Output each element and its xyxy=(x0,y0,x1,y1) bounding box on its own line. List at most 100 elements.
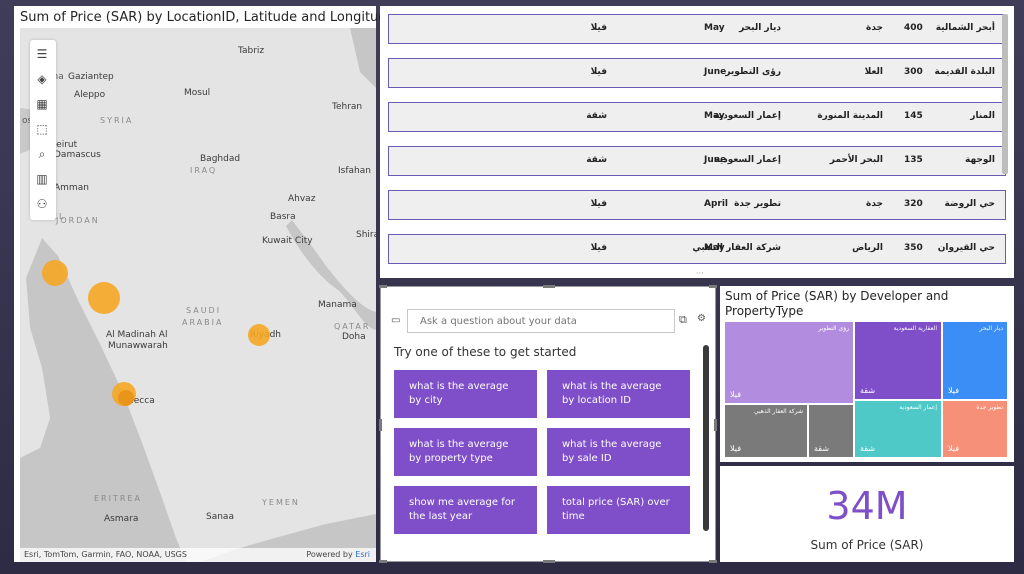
qa-suggestion[interactable]: what is the average by property type xyxy=(394,428,537,476)
resize-handle-bottom[interactable] xyxy=(543,560,555,563)
table-cell-city: البحر الأحمر xyxy=(829,155,883,165)
share-icon[interactable]: ⧉ xyxy=(679,313,687,326)
map-label-iraq: IRAQ xyxy=(190,166,218,175)
qa-suggestion[interactable]: what is the average by city xyxy=(394,370,537,418)
treemap-cell-type: فيلا xyxy=(948,386,960,395)
map-bubble-riyadh[interactable] xyxy=(248,324,270,346)
map-label-amman: Amman xyxy=(54,183,89,193)
qa-visual[interactable]: ▭ ⧉ ⚙ Try one of these to get started wh… xyxy=(379,285,717,563)
card-visual[interactable]: 34M Sum of Price (SAR) xyxy=(720,466,1014,562)
map-label-el: EL xyxy=(52,212,66,221)
table-scrollbar[interactable] xyxy=(1002,14,1008,174)
table-row[interactable]: حي القيروان الرياض شركة العقار الذهبي May في… xyxy=(388,234,1006,264)
resize-handle-top[interactable] xyxy=(543,285,555,288)
layers-icon[interactable]: ◈ xyxy=(37,72,47,86)
treemap-cell[interactable]: تطوير جدة فيلا xyxy=(943,401,1007,457)
treemap-cell-developer: العقارية السعودية xyxy=(893,325,937,332)
select-rect-icon[interactable]: ⬚ xyxy=(36,122,48,136)
resize-handle-corner[interactable] xyxy=(709,285,717,288)
person-icon[interactable]: ⚇ xyxy=(36,197,48,211)
treemap-cell[interactable]: رؤى التطوير فيلا xyxy=(725,322,853,403)
table-cell-type: شقة xyxy=(586,111,607,121)
map-visual[interactable]: Sum of Price (SAR) by LocationID, Latitu… xyxy=(14,6,395,562)
search-icon[interactable]: ⌕ xyxy=(38,146,46,161)
map-bubble-mecca-inner[interactable] xyxy=(118,390,134,406)
map-canvas[interactable]: Tabriz ana Gaziantep Aleppo Mosul Tehran… xyxy=(20,28,376,562)
map-label-munawwarah: Munawwarah xyxy=(108,341,168,351)
qa-suggestion[interactable]: what is the average by sale ID xyxy=(547,428,690,476)
menu-icon[interactable]: ☰ xyxy=(36,47,48,61)
table-row[interactable]: البلدة القديمة العلا رؤى التطوير June فيلا 30… xyxy=(388,58,1006,88)
treemap-cell-type: شقة xyxy=(860,386,876,395)
treemap-visual[interactable]: Sum of Price (SAR) by Developer and Prop… xyxy=(720,286,1014,462)
qa-scrollbar[interactable] xyxy=(703,345,709,531)
table-cell-month: April xyxy=(704,199,729,209)
table-cell-area: المنار xyxy=(970,111,995,121)
treemap-cell[interactable]: شقة xyxy=(809,405,853,457)
chart-icon[interactable]: ▥ xyxy=(36,172,48,186)
map-label-jordan: JORDAN xyxy=(56,216,100,225)
map-toolbar: ☰ ◈ ▦ ⬚ ⌕ ▥ ⚇ xyxy=(30,40,56,220)
resize-handle-icon[interactable]: ··· xyxy=(696,269,704,278)
table-cell-type: فيلا xyxy=(590,67,607,77)
table-visual[interactable]: أبحر الشمالية جدة ديار البحر May فيلا 400 البل… xyxy=(380,6,1014,278)
map-label-al-madinah: Al Madinah Al xyxy=(106,330,168,340)
qa-suggestion[interactable]: total price (SAR) over time xyxy=(547,486,690,534)
table-cell-city: جدة xyxy=(866,23,883,33)
esri-link[interactable]: Esri xyxy=(355,550,370,559)
qa-suggestion[interactable]: what is the average by location ID xyxy=(547,370,690,418)
table-cell-month: May xyxy=(704,243,725,253)
map-bubble[interactable] xyxy=(42,260,68,286)
treemap-cell-developer: شركة العقار الذهبي xyxy=(754,408,803,415)
qr-icon[interactable]: ▦ xyxy=(36,97,48,111)
table-cell-area: الوجهة xyxy=(965,155,995,165)
map-label-gaziantep: Gaziantep xyxy=(68,72,114,82)
table-row[interactable]: أبحر الشمالية جدة ديار البحر May فيلا 400 xyxy=(388,14,1006,44)
map-powered-by-prefix: Powered by xyxy=(306,550,356,559)
table-row[interactable]: المنار المدينة المنورة إعمار السعودية May شق… xyxy=(388,102,1006,132)
table-cell-price: 135 xyxy=(904,155,923,165)
map-title: Sum of Price (SAR) by LocationID, Latitu… xyxy=(20,10,395,25)
map-label-manama: Manama xyxy=(318,300,357,310)
table-cell-month: May xyxy=(704,111,725,121)
resize-handle-left[interactable] xyxy=(379,419,382,431)
table-row[interactable]: الوجهة البحر الأحمر إعمار السعودية June شقة 1… xyxy=(388,146,1006,176)
resize-handle-corner[interactable] xyxy=(379,285,387,288)
treemap-cell-developer: ديار البحر xyxy=(979,325,1003,332)
treemap-cell-type: شقة xyxy=(814,444,830,453)
treemap-cell[interactable]: شركة العقار الذهبي فيلا xyxy=(725,405,807,457)
table-cell-developer: إعمار السعودية xyxy=(714,155,781,165)
map-attribution-text: Esri, TomTom, Garmin, FAO, NOAA, USGS xyxy=(24,550,187,559)
treemap-cell[interactable]: ديار البحر فيلا xyxy=(943,322,1007,399)
table-cell-price: 400 xyxy=(904,23,923,33)
resize-handle-corner[interactable] xyxy=(379,560,387,563)
qa-input[interactable] xyxy=(407,309,675,333)
treemap-cell-type: شقة xyxy=(860,444,876,453)
map-label-beirut: Beirut xyxy=(50,140,78,150)
map-label-asmara: Asmara xyxy=(104,514,139,524)
table-cell-developer: إعمار السعودية xyxy=(714,111,781,121)
table-cell-city: الرياض xyxy=(852,243,883,253)
table-cell-developer: تطوير جدة xyxy=(734,199,781,209)
resize-handle-right[interactable] xyxy=(714,419,717,431)
map-label-mecca: Mecca xyxy=(126,396,155,406)
map-label-kuwait-city: Kuwait City xyxy=(262,236,313,246)
table-cell-month: June xyxy=(704,67,727,77)
treemap-cell-type: فيلا xyxy=(948,444,960,453)
map-label-ahvaz: Ahvaz xyxy=(288,194,316,204)
map-label-os: os xyxy=(22,116,33,126)
table-row[interactable]: حي الروضة جدة تطوير جدة April فيلا 320 xyxy=(388,190,1006,220)
map-bubble[interactable] xyxy=(88,282,120,314)
table-cell-type: فيلا xyxy=(590,23,607,33)
resize-handle-corner[interactable] xyxy=(709,560,717,563)
table-cell-city: جدة xyxy=(866,199,883,209)
qa-heading: Try one of these to get started xyxy=(394,345,577,359)
treemap-cell[interactable]: العقارية السعودية شقة xyxy=(855,322,941,399)
qa-suggestion[interactable]: show me average for the last year xyxy=(394,486,537,534)
map-label-syria: SYRIA xyxy=(100,116,134,125)
table-cell-developer: شركة العقار الذهبي xyxy=(692,243,781,253)
treemap-cell[interactable]: إعمار السعودية شقة xyxy=(855,401,941,457)
table-cell-area: حي الروضة xyxy=(944,199,995,209)
gear-icon[interactable]: ⚙ xyxy=(697,313,706,324)
